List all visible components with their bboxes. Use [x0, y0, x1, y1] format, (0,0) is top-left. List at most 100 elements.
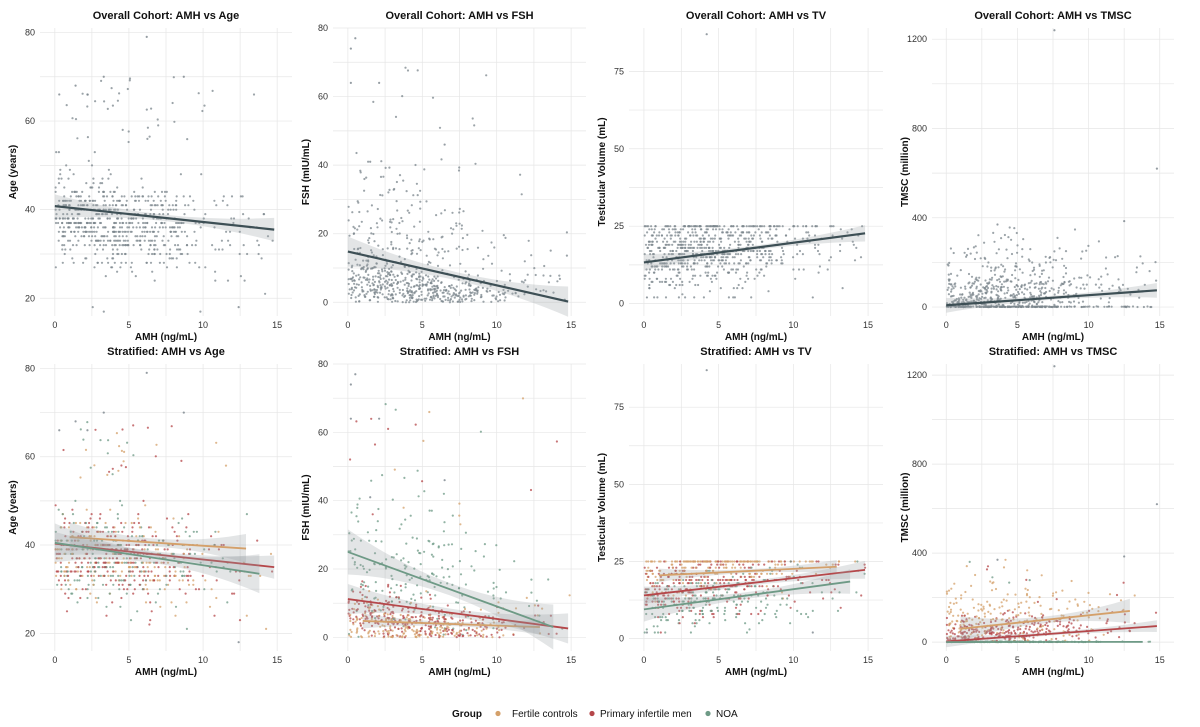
data-point: [378, 280, 381, 283]
data-point: [995, 285, 998, 288]
data-point: [673, 262, 676, 265]
data-point: [963, 296, 966, 299]
data-point: [436, 294, 439, 297]
data-point: [440, 212, 443, 215]
data-point: [975, 287, 978, 290]
data-point: [780, 262, 783, 265]
data-point: [110, 213, 114, 216]
data-point: [1057, 286, 1060, 289]
data-point: [717, 259, 720, 262]
data-point: [148, 248, 151, 251]
chart-title: Stratified: AMH vs FSH: [400, 346, 519, 358]
data-point: [213, 199, 216, 202]
data-point: [1143, 283, 1146, 286]
data-point: [408, 211, 411, 214]
data-point: [153, 190, 156, 193]
data-point: [425, 200, 428, 203]
data-point: [967, 295, 970, 298]
data-point: [1064, 250, 1068, 253]
data-point: [451, 628, 454, 632]
data-point: [108, 204, 111, 207]
data-point: [62, 199, 65, 202]
data-point: [1098, 286, 1101, 289]
data-point: [63, 552, 66, 556]
data-point: [187, 204, 190, 207]
data-point: [381, 194, 384, 197]
data-point: [1015, 231, 1018, 235]
data-point: [728, 234, 731, 237]
data-point: [386, 271, 389, 274]
data-point: [356, 503, 359, 506]
data-point: [767, 249, 771, 253]
data-point: [125, 221, 128, 225]
data-point: [707, 246, 711, 249]
data-point: [983, 256, 986, 259]
data-point: [428, 618, 431, 621]
data-point: [125, 561, 128, 564]
data-point: [422, 615, 425, 619]
data-point: [469, 634, 472, 637]
data-point: [1128, 305, 1131, 308]
data-point: [388, 267, 391, 270]
data-point: [163, 195, 166, 198]
data-point: [77, 204, 80, 207]
data-point: [981, 295, 984, 298]
data-point: [482, 628, 485, 631]
data-point: [156, 592, 160, 595]
data-point: [724, 619, 727, 622]
data-point: [991, 284, 994, 287]
data-point: [480, 295, 483, 298]
data-point: [997, 266, 1000, 269]
data-point: [853, 259, 857, 262]
data-point: [658, 231, 661, 234]
data-point: [836, 609, 840, 613]
data-point: [1009, 302, 1013, 305]
data-point: [145, 108, 148, 111]
data-point: [671, 280, 675, 283]
data-point: [392, 246, 395, 249]
data-point: [1039, 293, 1043, 297]
data-point: [367, 239, 370, 242]
data-point: [959, 293, 962, 296]
data-point: [658, 280, 662, 283]
data-point: [701, 249, 704, 253]
data-point: [370, 204, 373, 207]
data-point: [714, 566, 717, 569]
data-point: [1064, 266, 1068, 270]
data-point: [1021, 291, 1024, 294]
data-point: [709, 259, 713, 262]
data-point: [147, 239, 150, 242]
data-point: [720, 256, 723, 259]
data-point: [763, 249, 767, 253]
data-point: [1148, 270, 1151, 273]
chart-title: Overall Cohort: AMH vs TV: [686, 10, 827, 22]
data-point: [722, 268, 726, 271]
data-point: [408, 242, 411, 245]
data-point: [157, 539, 161, 542]
data-point-outlier: [443, 143, 446, 146]
data-point: [656, 296, 659, 299]
data-point: [722, 575, 725, 579]
data-point: [359, 246, 362, 250]
data-point: [792, 268, 795, 271]
data-point: [373, 240, 376, 243]
data-point: [426, 281, 429, 284]
data-point: [431, 278, 434, 281]
data-point: [396, 232, 399, 235]
data-point: [547, 281, 551, 284]
data-point: [180, 459, 183, 462]
data-point: [660, 268, 664, 271]
data-point: [736, 287, 739, 290]
data-point: [176, 539, 179, 542]
data-point: [709, 225, 712, 228]
data-point: [168, 579, 171, 582]
data-point: [120, 252, 123, 256]
data-point: [1129, 293, 1132, 296]
data-point: [381, 589, 384, 592]
data-point: [388, 188, 391, 191]
data-point: [126, 230, 130, 233]
data-point: [826, 268, 829, 271]
data-point: [433, 297, 436, 300]
data-point: [146, 548, 149, 551]
data-point: [354, 620, 357, 623]
